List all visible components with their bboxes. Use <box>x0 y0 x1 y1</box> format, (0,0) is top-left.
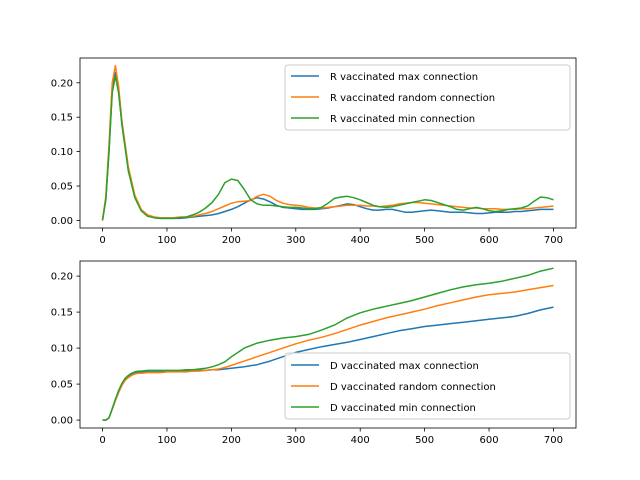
top-legend-label-min: R vaccinated min connection <box>330 114 475 125</box>
top-axes-frame <box>79 57 577 229</box>
bottom-legend: D vaccinated max connection D vaccinated… <box>284 352 571 420</box>
bottom-x-tick-label: 400 <box>351 435 370 446</box>
top-series-line-min <box>101 75 554 221</box>
top-x-tick-label: 100 <box>157 235 176 246</box>
top-y-ticks: 0.00 0.05 0.10 0.15 0.20 <box>51 78 80 227</box>
top-x-tick-label: 600 <box>479 235 498 246</box>
top-x-ticks: 0 100 200 300 400 500 600 700 <box>99 228 563 246</box>
top-legend-label-random: R vaccinated random connection <box>330 93 495 104</box>
top-x-tick-label: 700 <box>544 235 563 246</box>
bottom-legend-label-max: D vaccinated max connection <box>330 361 479 372</box>
bottom-series-lines <box>102 267 554 421</box>
bottom-x-tick-label: 200 <box>222 435 241 446</box>
top-y-tick-label: 0.10 <box>51 147 73 158</box>
top-y-tick-label: 0.15 <box>51 113 73 124</box>
bottom-x-tick-label: 0 <box>99 435 105 446</box>
bottom-x-tick-label: 600 <box>479 435 498 446</box>
top-y-tick-label: 0.20 <box>51 78 73 89</box>
top-y-tick-label: 0.05 <box>51 182 73 193</box>
bottom-legend-box <box>284 352 571 420</box>
bottom-series-line-min <box>102 267 554 421</box>
bottom-legend-label-random: D vaccinated random connection <box>330 382 496 393</box>
bottom-x-ticks: 0 100 200 300 400 500 600 700 <box>99 428 563 446</box>
bottom-y-tick-label: 0.15 <box>51 308 73 319</box>
top-chart: 0 100 200 300 400 500 600 700 0.000.050.100.150… <box>51 57 577 246</box>
top-x-tick-label: 400 <box>351 235 370 246</box>
top-legend: R vaccinated max connection R vaccinated… <box>284 64 571 131</box>
bottom-y-tick-label: 0.05 <box>51 380 73 391</box>
top-x-tick-label: 500 <box>415 235 434 246</box>
top-series-lines <box>101 64 554 221</box>
top-x-tick-label: 300 <box>286 235 305 246</box>
top-legend-box <box>284 64 571 131</box>
bottom-y-tick-label: 0.00 <box>51 416 73 427</box>
bottom-x-tick-label: 300 <box>286 435 305 446</box>
bottom-x-tick-label: 500 <box>415 435 434 446</box>
bottom-legend-label-min: D vaccinated min connection <box>330 403 476 414</box>
top-x-tick-label: 0 <box>99 235 105 246</box>
bottom-y-ticks: 0.00 0.05 0.10 0.15 0.20 <box>51 272 80 427</box>
bottom-chart: 0 100 200 300 400 500 600 700 0.000.050.100.150… <box>51 260 577 446</box>
bottom-x-tick-label: 100 <box>157 435 176 446</box>
bottom-series-line-random <box>102 284 554 421</box>
bottom-axes-frame <box>79 260 577 429</box>
bottom-y-tick-label: 0.10 <box>51 344 73 355</box>
top-x-tick-label: 200 <box>222 235 241 246</box>
top-y-tick-label: 0.00 <box>51 216 73 227</box>
bottom-y-tick-label: 0.20 <box>51 272 73 283</box>
bottom-x-tick-label: 700 <box>544 435 563 446</box>
top-legend-label-max: R vaccinated max connection <box>330 72 478 83</box>
